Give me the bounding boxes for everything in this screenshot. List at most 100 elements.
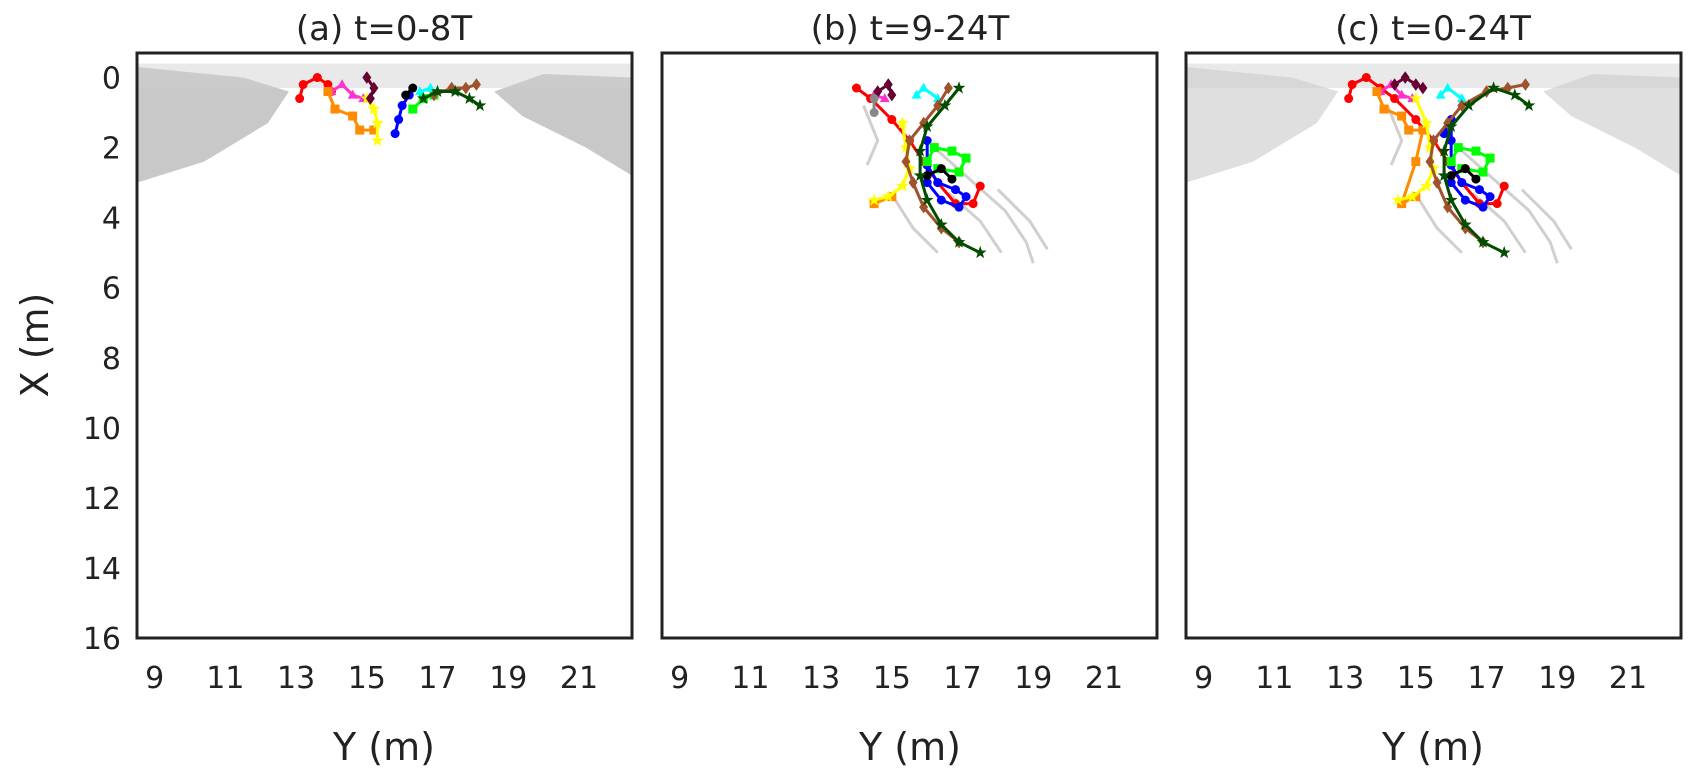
trajectory-point <box>879 93 890 103</box>
trajectory-point <box>323 80 333 90</box>
trajectory-point <box>1478 202 1488 212</box>
x-tick-label: 17 <box>1467 661 1505 696</box>
x-tick-label: 13 <box>1326 661 1364 696</box>
trajectory-point <box>1520 78 1530 91</box>
trajectory-point <box>1462 98 1476 111</box>
trajectory-point <box>1476 235 1490 248</box>
trajectory-point <box>929 143 939 153</box>
panel-a-density <box>137 63 632 183</box>
trajectory-point <box>1390 78 1400 91</box>
panel-c-density <box>1186 63 1681 264</box>
trajectory-point <box>954 202 964 212</box>
trajectory-point <box>1456 93 1467 103</box>
trajectory-point <box>938 98 952 111</box>
trajectory-point <box>1420 116 1433 129</box>
panel-c-xlabel: Y (m) <box>1381 725 1484 769</box>
trajectory-point <box>1435 89 1446 99</box>
trajectory-point <box>1396 89 1407 99</box>
x-tick-label: 13 <box>802 661 840 696</box>
trajectory-point <box>1485 153 1495 163</box>
density-band <box>137 63 632 88</box>
trajectory-point <box>1443 200 1453 214</box>
x-tick-label: 15 <box>348 661 386 696</box>
panel-a-xticks: 9 11 13 15 17 19 21 <box>145 661 598 696</box>
trajectory-point <box>867 193 881 206</box>
trajectory-point <box>417 91 430 104</box>
x-tick-label: 11 <box>731 661 769 696</box>
trajectory-point <box>920 119 934 132</box>
trajectory-point <box>312 73 322 83</box>
trajectory-point <box>390 129 400 139</box>
trajectory-point <box>936 195 946 205</box>
trajectory-point <box>448 84 462 97</box>
trajectory-point <box>408 104 418 114</box>
trajectory-point <box>1437 168 1451 182</box>
trajectory-point <box>298 80 308 90</box>
x-tick-label: 9 <box>1194 661 1213 696</box>
trajectory-point <box>408 83 418 93</box>
y-tick-label: 2 <box>102 132 121 167</box>
trajectory-point <box>1446 178 1456 188</box>
trajectory-point <box>295 94 305 104</box>
x-tick-label: 9 <box>145 661 164 696</box>
x-tick-label: 11 <box>1255 661 1293 696</box>
trajectory-point <box>950 185 960 195</box>
trajectory-point <box>1478 167 1488 177</box>
panel-b-xticks: 9 11 13 15 17 19 21 <box>670 661 1123 696</box>
trajectory-point <box>1457 99 1467 112</box>
x-tick-label: 19 <box>489 661 527 696</box>
y-tick-label: 0 <box>102 62 121 97</box>
trajectory-line <box>393 94 411 134</box>
trajectory-point <box>1508 88 1522 101</box>
trajectory-point <box>913 144 927 157</box>
trajectory-point <box>1429 134 1438 147</box>
trajectory-point <box>365 92 375 105</box>
trajectory-point <box>1405 189 1419 203</box>
trajectory-point <box>1418 81 1428 95</box>
trajectory-point <box>369 81 379 95</box>
trajectory-point <box>961 153 971 163</box>
trajectory-point <box>1390 94 1400 104</box>
trajectory-point <box>348 111 358 121</box>
y-tick-label: 6 <box>102 272 121 307</box>
panel-a-xlabel: Y (m) <box>332 725 435 769</box>
trajectory-point <box>1361 73 1371 83</box>
trajectory-point <box>1411 78 1421 91</box>
density-lobe <box>494 74 632 176</box>
panel-a-tracks <box>295 71 487 146</box>
trajectory-point <box>869 199 879 209</box>
trajectory-line <box>1379 83 1413 100</box>
trajectory-point <box>1411 115 1421 125</box>
trajectory-point <box>1347 80 1357 90</box>
trajectory-point <box>968 199 978 209</box>
trajectory-point <box>323 87 333 97</box>
trajectory-point <box>462 91 476 104</box>
trajectory-point <box>471 78 481 91</box>
trajectory-point <box>1457 178 1467 188</box>
x-tick-label: 15 <box>873 661 911 696</box>
trajectory-point <box>936 164 946 174</box>
trajectory-point <box>1460 221 1470 235</box>
trajectory-point <box>1446 171 1456 181</box>
trajectory-point <box>1460 164 1470 174</box>
trajectory-point <box>896 179 909 192</box>
trajectory-point <box>362 71 372 84</box>
trajectory-line <box>330 83 364 100</box>
trajectory-point <box>1379 104 1389 114</box>
trajectory-point <box>922 157 932 167</box>
trajectory-point <box>1487 81 1500 94</box>
trace-line <box>996 188 1049 250</box>
density-band <box>1186 63 1681 88</box>
trajectory-point <box>461 81 471 95</box>
trajectory-point <box>973 245 987 259</box>
panel-b-xlabel: Y (m) <box>858 725 961 769</box>
panel-b: (b) t=9-24T 9 11 13 15 17 19 21 Y (m) <box>660 9 1159 769</box>
trajectory-point <box>901 155 911 168</box>
trajectory-point <box>913 168 927 182</box>
trace-line <box>1418 199 1463 254</box>
trace-line <box>933 146 1035 264</box>
trajectory-point <box>1397 199 1407 209</box>
trajectory-point <box>1442 82 1453 92</box>
trajectory-point <box>1423 140 1437 153</box>
y-tick-label: 4 <box>102 202 121 237</box>
